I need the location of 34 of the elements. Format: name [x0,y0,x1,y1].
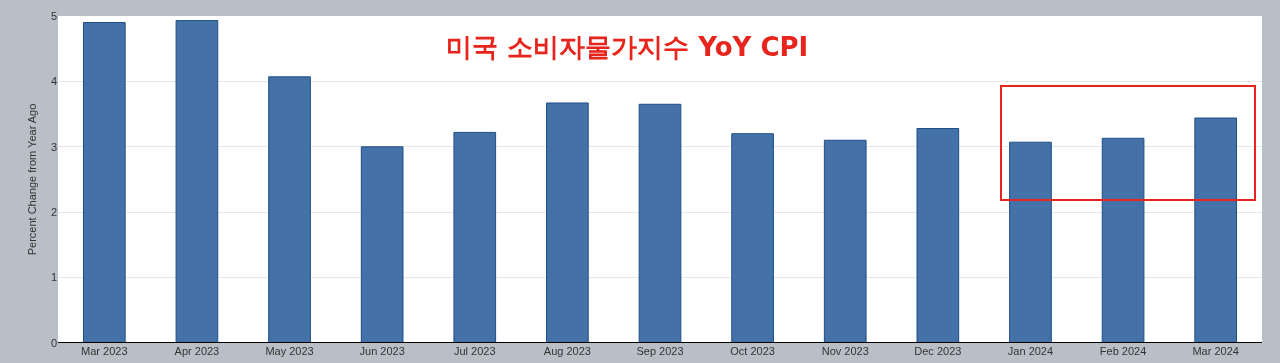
bar [360,146,404,343]
x-tick-label: Dec 2023 [914,345,962,357]
x-tick-label: Aug 2023 [543,345,591,357]
bar [731,133,774,343]
y-tick-label: 5 [50,9,57,22]
x-tick-label: Oct 2023 [730,345,775,357]
bar [453,131,497,343]
bar [638,103,682,343]
y-tick-label: 1 [50,271,57,284]
y-tick-label: 0 [50,336,57,349]
bar [1009,141,1052,343]
x-tick-label: Nov 2023 [821,345,869,357]
text: 미국 소비자물가지수 YoY CPI [446,32,809,63]
x-tick-label: Mar 2023 [81,345,128,357]
bar [1101,137,1145,343]
x-tick-label: Jan 2024 [1007,345,1054,357]
x-tick-label: Feb 2024 [1099,345,1147,357]
x-tick-label: Mar 2024 [1192,345,1239,357]
bar [268,76,311,343]
y-axis-title: Percent Change from Year Ago [25,103,38,256]
x-tick-label: Jun 2023 [359,345,405,357]
y-tick-label: 4 [50,75,57,88]
x-tick-label: Apr 2023 [174,345,220,357]
bar [546,102,589,343]
bar [916,127,960,343]
bar [82,22,126,343]
y-tick-label: 2 [50,206,57,219]
x-tick-label: Jul 2023 [453,345,496,357]
bar [1194,117,1238,343]
x-tick-label: May 2023 [265,345,314,357]
x-tick-label: Sep 2023 [636,345,684,357]
y-tick-label: 3 [50,140,57,153]
bar [823,139,867,343]
bar [175,20,219,343]
